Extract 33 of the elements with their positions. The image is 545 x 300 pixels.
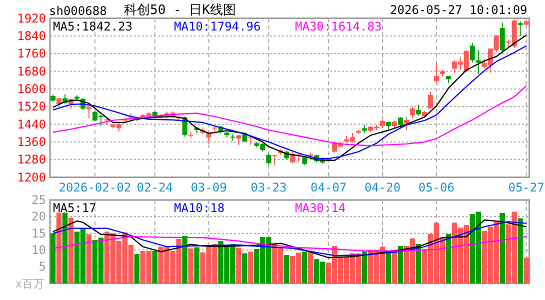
text: MA30:1614.83: [295, 19, 382, 34]
x-tick-label: 04-07: [310, 180, 347, 194]
y-tick-label: 1680: [17, 64, 46, 78]
x-tick-label: 03-23: [250, 180, 287, 194]
text: sh000688: [49, 4, 107, 18]
y-tick-label: 1520: [17, 100, 46, 114]
x-tick-label: 04-20: [364, 180, 401, 194]
text: MA5:1842.23: [53, 19, 132, 34]
text: MA10:18: [174, 201, 225, 215]
y-tick-label: 1840: [17, 28, 46, 43]
y-tick-label: 1920: [17, 11, 46, 26]
y-tick-label: 1200: [17, 170, 46, 184]
x-tick-label: 05-27: [508, 180, 544, 194]
series-label: MA5:17: [53, 201, 96, 215]
y-tick-label: 1280: [17, 152, 46, 167]
y-tick-label: 5: [38, 260, 46, 274]
y-tick-label: 1760: [17, 46, 46, 61]
y-axis-title: x百万: [15, 277, 44, 290]
y-tick-label: 25: [32, 193, 46, 207]
x-tick-label: 03-09: [190, 180, 227, 194]
x-tick-label: 02-24: [136, 180, 173, 194]
y-tick-label: 1440: [17, 117, 46, 132]
y-tick-label: 15: [32, 226, 46, 240]
chart-title: 科创50 - 日K线图: [124, 3, 236, 18]
text: 2026-05-27 10:01:09: [390, 3, 528, 17]
text: MA30:14: [295, 201, 346, 215]
text: MA10:1794.96: [174, 19, 261, 34]
y-tick-label: 1360: [17, 134, 46, 149]
y-tick-label: 20: [32, 210, 46, 224]
x-tick-label: 2026-02-02: [58, 180, 132, 194]
y-tick-label: 1600: [17, 82, 46, 96]
x-tick-label: 05-06: [418, 180, 454, 194]
y-tick-label: 10: [32, 242, 46, 257]
